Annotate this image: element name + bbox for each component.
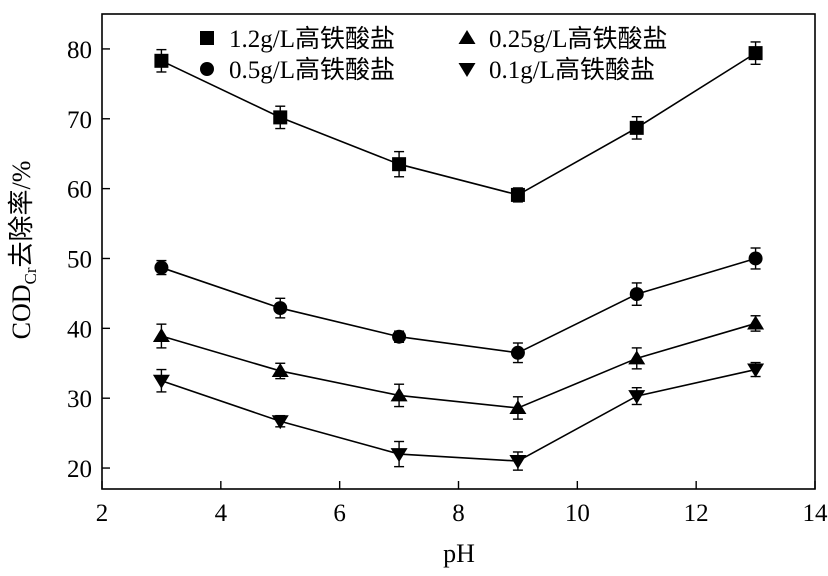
data-point <box>392 157 407 172</box>
axes: 2 4 6 8 10 12 14 20 30 40 50 60 70 80 <box>67 13 828 527</box>
y-tick-label-30: 30 <box>67 386 92 413</box>
series-4-line <box>161 368 756 462</box>
data-point <box>747 363 765 378</box>
data-point <box>628 390 646 405</box>
x-axis-title: pH <box>443 539 475 568</box>
legend-marker-1 <box>200 31 214 45</box>
data-point <box>629 287 644 302</box>
data-point <box>273 301 288 316</box>
x-tick-label-8: 8 <box>452 500 465 527</box>
legend: 1.2g/L高铁酸盐 0.5g/L高铁酸盐 0.25g/L高铁酸盐 0.1g/L高铁酸… <box>200 25 667 84</box>
data-point <box>392 329 407 344</box>
data-point <box>152 328 170 343</box>
y-tick-label-70: 70 <box>67 107 92 134</box>
y-axis-title: CODCr去除率/% <box>7 161 40 340</box>
x-tick-label-14: 14 <box>803 500 828 527</box>
series-3 <box>152 315 765 420</box>
y-tick-label-40: 40 <box>67 316 92 343</box>
x-tick-label-4: 4 <box>215 500 228 527</box>
legend-label-3: 0.25g/L高铁酸盐 <box>489 25 667 53</box>
series-2 <box>154 247 763 364</box>
data-point <box>271 415 289 430</box>
legend-label-2: 0.5g/L高铁酸盐 <box>229 56 395 84</box>
data-point <box>510 345 525 360</box>
series-3-line <box>161 322 756 409</box>
x-tick-label-10: 10 <box>565 500 590 527</box>
x-tick-label-2: 2 <box>96 500 109 527</box>
data-point <box>390 387 408 402</box>
y-tick-label-80: 80 <box>67 37 92 64</box>
data-point <box>390 448 408 463</box>
x-tick-label-12: 12 <box>684 500 709 527</box>
y-axis-title-subscript: Cr <box>21 267 40 284</box>
data-point <box>628 350 646 365</box>
series-2-line <box>161 257 756 354</box>
y-tick-label-20: 20 <box>67 456 92 483</box>
y-tick-label-60: 60 <box>67 177 92 204</box>
legend-marker-4 <box>458 63 476 77</box>
data-point <box>748 251 763 266</box>
series-1 <box>154 41 763 203</box>
data-point <box>747 315 765 330</box>
legend-marker-3 <box>458 30 476 44</box>
plot-frame <box>101 13 816 490</box>
legend-marker-2 <box>200 62 214 76</box>
y-axis-title-rest: 去除率/% <box>7 161 36 268</box>
legend-label-4: 0.1g/L高铁酸盐 <box>489 56 655 84</box>
data-point <box>154 260 169 275</box>
data-point <box>509 399 527 414</box>
series-4 <box>152 361 765 471</box>
y-tick-label-50: 50 <box>67 246 92 273</box>
data-point <box>510 187 525 202</box>
data-point <box>629 120 644 135</box>
data-point <box>152 374 170 389</box>
data-point <box>273 110 288 125</box>
data-point <box>748 46 763 61</box>
series-1-line <box>161 52 757 196</box>
data-point <box>154 53 169 68</box>
data-point <box>509 455 527 470</box>
x-tick-label-6: 6 <box>333 500 346 527</box>
plot-area <box>152 41 765 471</box>
y-axis-title-main: COD <box>7 284 36 339</box>
legend-label-1: 1.2g/L高铁酸盐 <box>229 25 395 53</box>
data-point <box>271 362 289 377</box>
